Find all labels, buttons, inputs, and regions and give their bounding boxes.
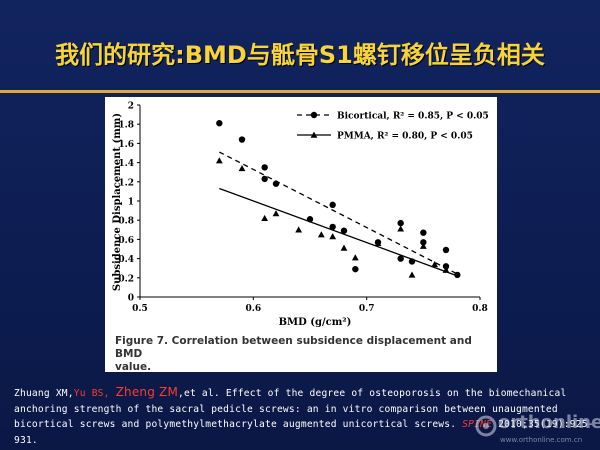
pmma-point: [419, 242, 427, 249]
y-tick-label: 1: [128, 198, 134, 208]
bicortical-point: [420, 239, 427, 246]
bicortical-point: [216, 120, 223, 127]
chart-legend: Bicortical, R² = 0.85, P < 0.05 PMMA, R² …: [297, 112, 489, 142]
citation-text: ,et al. Effect of the degree of osteopor…: [14, 388, 567, 430]
figure-caption-label: Figure 7. Correlation between subsidence…: [115, 335, 472, 360]
pmma-point: [442, 266, 450, 273]
pmma-point: [431, 260, 439, 268]
citation-authors: Zhuang XM,: [14, 388, 74, 399]
pmma-point: [317, 231, 325, 238]
chart-ticks: 0 0.2 0.4 0.6 0.8 1 1.2 1.4 1.6 1.8 2 0.5 0.6 0.7 0.8: [118, 102, 488, 315]
bicortical-point: [397, 255, 404, 262]
y-tick-label: 1.4: [118, 159, 134, 169]
bicortical-point: [329, 223, 336, 231]
pmma-point: [397, 225, 405, 232]
bicortical-point: [420, 229, 427, 236]
bicortical-point: [272, 180, 280, 187]
pmma-point: [238, 164, 246, 172]
legend-pmma-marker: [310, 131, 318, 138]
bicortical-point: [442, 246, 450, 254]
regression-line-bicortical: [219, 151, 458, 275]
bicortical-point: [238, 136, 246, 143]
legend-bicortical-marker: [310, 111, 318, 119]
watermark-logo-icon: [475, 415, 497, 437]
pmma-point: [340, 244, 348, 251]
legend-label: Bicortical, R² = 0.85, P < 0.05: [337, 112, 489, 122]
pmma-point: [272, 210, 280, 217]
citation-separator: ,: [103, 388, 116, 399]
bicortical-point: [442, 263, 450, 270]
figure-caption: Figure 7. Correlation between subsidence…: [115, 335, 490, 372]
bicortical-point: [329, 201, 336, 209]
y-tick-label: 0.6: [118, 236, 134, 246]
bicortical-point: [261, 175, 268, 183]
watermark-url: www.orthonline.com.cn: [500, 436, 583, 444]
watermark-brand: orthonline: [498, 412, 600, 433]
y-tick-label: 2: [128, 102, 134, 112]
title-divider: [0, 90, 600, 93]
y-tick-label: 0.4: [118, 255, 134, 265]
regression-lines: [219, 151, 458, 277]
citation-year-volume: 2010;35(19):925-931.: [14, 419, 594, 446]
pmma-point: [374, 239, 382, 246]
regression-line-pmma: [219, 187, 458, 277]
figure-caption-continuation: value.: [115, 361, 152, 372]
figure-panel: 0 0.2 0.4 0.6 0.8 1 1.2 1.4 1.6 1.8 2 0.5 0.6 0.7 0.8 …: [105, 97, 497, 372]
pmma-point: [261, 214, 269, 221]
y-tick-label: 1.8: [118, 121, 134, 131]
pmma-point: [329, 233, 337, 240]
bicortical-point: [261, 164, 268, 171]
pmma-point: [295, 226, 303, 233]
x-axis-label: BMD (g/cm²): [279, 317, 352, 328]
y-tick-label: 1.6: [118, 140, 134, 150]
pmma-point: [215, 157, 223, 164]
slide-title: 我们的研究:BMD与骶骨S1螺钉移位呈负相关: [55, 41, 545, 69]
data-points: [215, 120, 461, 279]
x-tick-label: 0.8: [472, 304, 488, 314]
y-tick-label: 0: [128, 294, 134, 304]
bicortical-point: [340, 227, 348, 234]
pmma-point: [351, 254, 359, 261]
pmma-point: [408, 271, 416, 278]
bicortical-point: [352, 265, 359, 273]
x-tick-label: 0.5: [132, 304, 148, 314]
y-tick-label: 1.2: [118, 178, 134, 188]
x-tick-label: 0.6: [245, 304, 261, 314]
watermark: orthonline www.orthonline.com.cn: [470, 410, 600, 450]
legend-label: PMMA, R² = 0.80, P < 0.05: [337, 132, 473, 142]
citation-author-zheng: Zheng ZM: [115, 385, 179, 399]
scatter-chart: 00.20.40.60.811.21.41.61.820.5 0.6 0.7 0.8 …: [112, 102, 489, 329]
y-tick-label: 0.8: [118, 217, 134, 227]
y-tick-label: 0.2: [118, 274, 134, 284]
y-axis-label: Subsidence Displacement (mm): [112, 113, 123, 291]
x-tick-label: 0.7: [359, 304, 375, 314]
bicortical-point: [408, 258, 416, 265]
citation-author-yu: Yu BS: [73, 388, 104, 399]
bicortical-point: [397, 219, 404, 227]
bicortical-point: [454, 271, 461, 279]
bicortical-point: [306, 216, 314, 223]
